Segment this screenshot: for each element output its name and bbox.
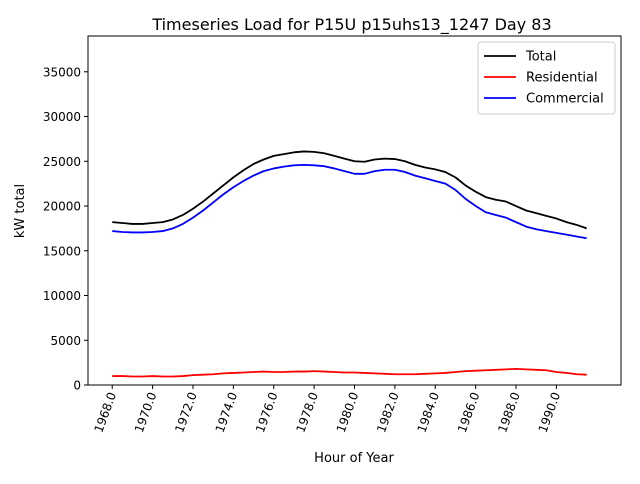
series-lines bbox=[112, 150, 587, 378]
y-tick-label: 15000 bbox=[43, 244, 81, 258]
y-tick-label: 30000 bbox=[43, 110, 81, 124]
y-tick-label: 25000 bbox=[43, 155, 81, 169]
y-tick-label: 5000 bbox=[50, 334, 81, 348]
y-tick-label: 0 bbox=[73, 379, 81, 393]
series-line-commercial bbox=[112, 163, 587, 240]
x-axis-label: Hour of Year bbox=[314, 451, 394, 466]
legend-label-commercial: Commercial bbox=[526, 92, 604, 107]
plot-frame bbox=[87, 35, 622, 386]
y-tick-label: 20000 bbox=[43, 200, 81, 214]
y-tick-label: 10000 bbox=[43, 289, 81, 303]
series-line-residential bbox=[112, 367, 587, 378]
series-line-total bbox=[112, 150, 587, 230]
y-axis-label: kW total bbox=[13, 184, 28, 238]
y-axis-ticks: 0 5000 10000 15000 20000 25000 30000 35000 bbox=[43, 65, 88, 393]
chart-title: Timeseries Load for P15U p15uhs13_1247 D… bbox=[151, 15, 551, 35]
legend: Total Residential Commercial bbox=[477, 41, 616, 115]
legend-label-total: Total bbox=[525, 50, 556, 65]
legend-frame bbox=[477, 41, 616, 115]
y-tick-label: 35000 bbox=[43, 65, 81, 79]
legend-label-residential: Residential bbox=[526, 71, 598, 86]
